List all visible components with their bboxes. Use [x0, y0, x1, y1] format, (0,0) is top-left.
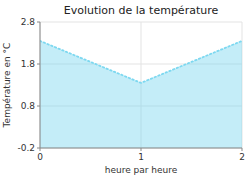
y-axis-label: Température en °C [2, 43, 12, 129]
x-tick [242, 148, 243, 151]
y-tick [37, 148, 40, 149]
x-axis-label: heure par heure [105, 165, 178, 175]
x-tick-label: 2 [239, 152, 245, 162]
y-tick-label: 0.8 [21, 101, 36, 111]
x-tick-label: 1 [138, 152, 144, 162]
chart-container: 0 1 2 -0.2 0.8 1.8 2.8 Evolution de la températ… [0, 0, 250, 188]
x-tick-label: 0 [37, 152, 43, 162]
plot-background [40, 22, 242, 148]
y-tick-label: 1.8 [21, 59, 36, 69]
y-tick [37, 22, 40, 23]
y-axis [40, 22, 41, 148]
y-tick [37, 106, 40, 107]
chart: 0 1 2 -0.2 0.8 1.8 2.8 Evolution de la températ… [0, 0, 250, 188]
y-tick-label: -0.2 [17, 143, 35, 153]
y-tick-label: 2.8 [21, 17, 36, 27]
line [40, 41, 242, 83]
x-tick [141, 148, 142, 151]
grid-line [40, 22, 41, 148]
area [40, 41, 242, 148]
y-tick [37, 64, 40, 65]
title: Evolution de la température [64, 4, 219, 17]
plot-area [40, 41, 242, 148]
